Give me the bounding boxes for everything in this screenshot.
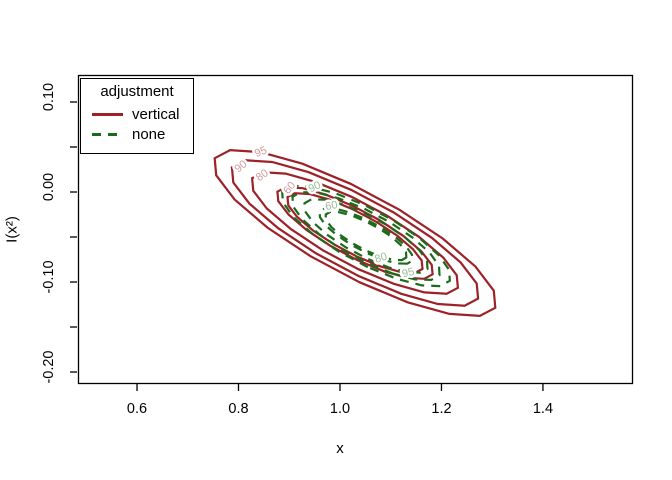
x-axis-title: x	[336, 440, 344, 457]
legend-item-label-none: none	[132, 125, 166, 143]
legend-line-sample-dashed	[92, 132, 123, 136]
contour-ring-none-90	[291, 190, 441, 282]
y-axis-title: I(x²)	[3, 216, 21, 243]
contour-ring-vertical-80	[250, 171, 460, 295]
contour-label-none-60: 60	[324, 199, 338, 213]
x-tick-label: 1.4	[533, 401, 553, 417]
contour-ring-vertical-50	[286, 192, 424, 274]
legend-box: adjustment vertical none	[80, 78, 194, 154]
contour-ring-vertical-90	[230, 159, 480, 307]
legend-item-label-vertical: vertical	[132, 105, 180, 123]
contour-label-none-80: 80	[373, 251, 388, 266]
x-tick-label: 1.0	[330, 401, 350, 417]
contour-label-vertical-95: 95	[253, 144, 269, 160]
contour-ring-vertical-95	[213, 148, 497, 318]
contour-label-vertical-80: 80	[254, 167, 271, 184]
contour-ring-none-60	[318, 207, 414, 265]
plot-box	[77, 74, 634, 385]
contour-label-none-95: 95	[401, 266, 416, 281]
legend-line-sample-solid	[92, 112, 123, 116]
y-tick-label: 0.10	[41, 83, 57, 111]
contour-ring-none-50	[324, 210, 408, 262]
legend-item-none: none	[81, 124, 193, 144]
x-tick-label: 1.2	[431, 401, 451, 417]
x-tick-label: 0.6	[127, 401, 147, 417]
y-tick-label: 0.00	[41, 173, 57, 201]
x-tick-label: 0.8	[228, 401, 248, 417]
legend-item-vertical: vertical	[81, 104, 193, 124]
y-tick-label: -0.10	[41, 260, 57, 293]
contour-ring-none-80	[303, 198, 429, 274]
legend-title: adjustment	[100, 83, 174, 100]
y-tick-label: -0.20	[41, 350, 57, 383]
